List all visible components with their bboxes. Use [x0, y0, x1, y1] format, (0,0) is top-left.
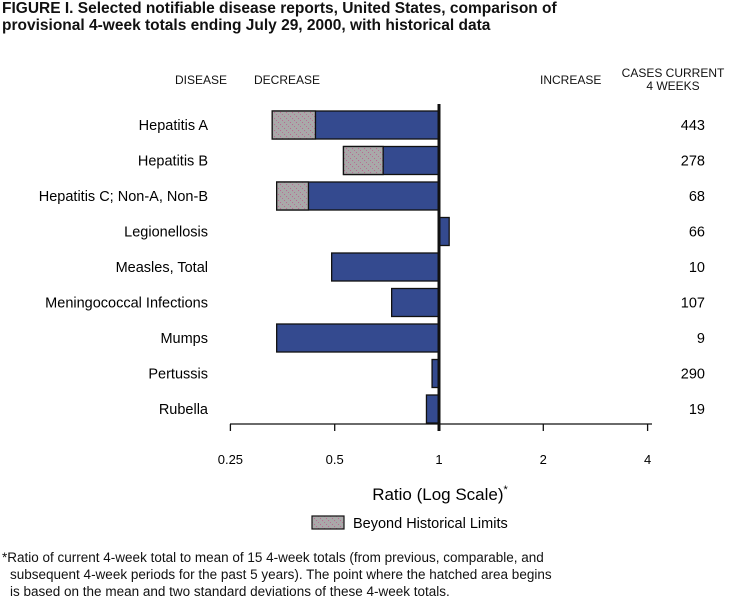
- title-line-1: FIGURE I. Selected notifiable disease re…: [2, 0, 557, 17]
- category-label: Hepatitis A: [139, 118, 209, 134]
- cases-value: 10: [689, 260, 705, 276]
- x-tick-label: 0.25: [218, 452, 243, 467]
- legend-label: Beyond Historical Limits: [353, 516, 508, 532]
- footnote: *Ratio of current 4-week total to mean o…: [2, 549, 747, 600]
- disease-header: DISEASE: [175, 73, 228, 87]
- cases-header: CASES CURRENT 4 WEEKS: [618, 67, 728, 93]
- category-label: Measles, Total: [116, 260, 208, 276]
- footnote-line-1: *Ratio of current 4-week total to mean o…: [2, 550, 544, 565]
- cases-header-line2: 4 WEEKS: [646, 79, 700, 93]
- increase-header: INCREASE: [540, 73, 602, 87]
- x-axis-label: Ratio (Log Scale)*: [372, 484, 508, 504]
- category-label: Meningococcal Infections: [45, 296, 208, 312]
- x-tick-label: 2: [540, 452, 547, 467]
- decrease-header: DECREASE: [254, 73, 321, 87]
- cases-value: 66: [689, 225, 705, 241]
- bar-4: [331, 252, 440, 282]
- bar-8: [425, 394, 440, 424]
- cases-value: 19: [689, 402, 705, 418]
- category-label: Mumps: [160, 331, 208, 347]
- cases-value: 290: [681, 367, 705, 383]
- cases-header-line1: CASES CURRENT: [621, 66, 725, 80]
- cases-value: 107: [681, 296, 705, 312]
- x-axis-label-sup: *: [504, 484, 509, 496]
- footnote-line-3: is based on the mean and two standard de…: [10, 584, 450, 599]
- category-label: Rubella: [159, 402, 209, 418]
- hatch-0: [271, 110, 317, 140]
- bar-3: [438, 216, 450, 247]
- category-label: Pertussis: [148, 367, 208, 383]
- cases-value: 278: [681, 154, 705, 170]
- x-tick-label: 1: [435, 452, 442, 467]
- x-tick-label: 4: [644, 452, 651, 467]
- bar-6: [276, 323, 440, 353]
- category-label: Hepatitis B: [138, 154, 208, 170]
- category-label: Hepatitis C; Non-A, Non-B: [39, 189, 208, 205]
- category-label: Legionellosis: [124, 225, 208, 241]
- cases-value: 9: [697, 331, 705, 347]
- footnote-line-2: subsequent 4-week periods for the past 5…: [10, 567, 552, 582]
- cases-value: 443: [681, 118, 705, 134]
- chart-title: FIGURE I. Selected notifiable disease re…: [2, 0, 742, 34]
- hatch-1: [342, 145, 384, 176]
- bar-5: [390, 287, 440, 318]
- x-tick-label: 0.5: [326, 452, 344, 467]
- legend-swatch: [311, 515, 345, 530]
- hatch-2: [276, 181, 310, 211]
- cases-value: 68: [689, 189, 705, 205]
- title-line-2: provisional 4-week totals ending July 29…: [2, 17, 491, 34]
